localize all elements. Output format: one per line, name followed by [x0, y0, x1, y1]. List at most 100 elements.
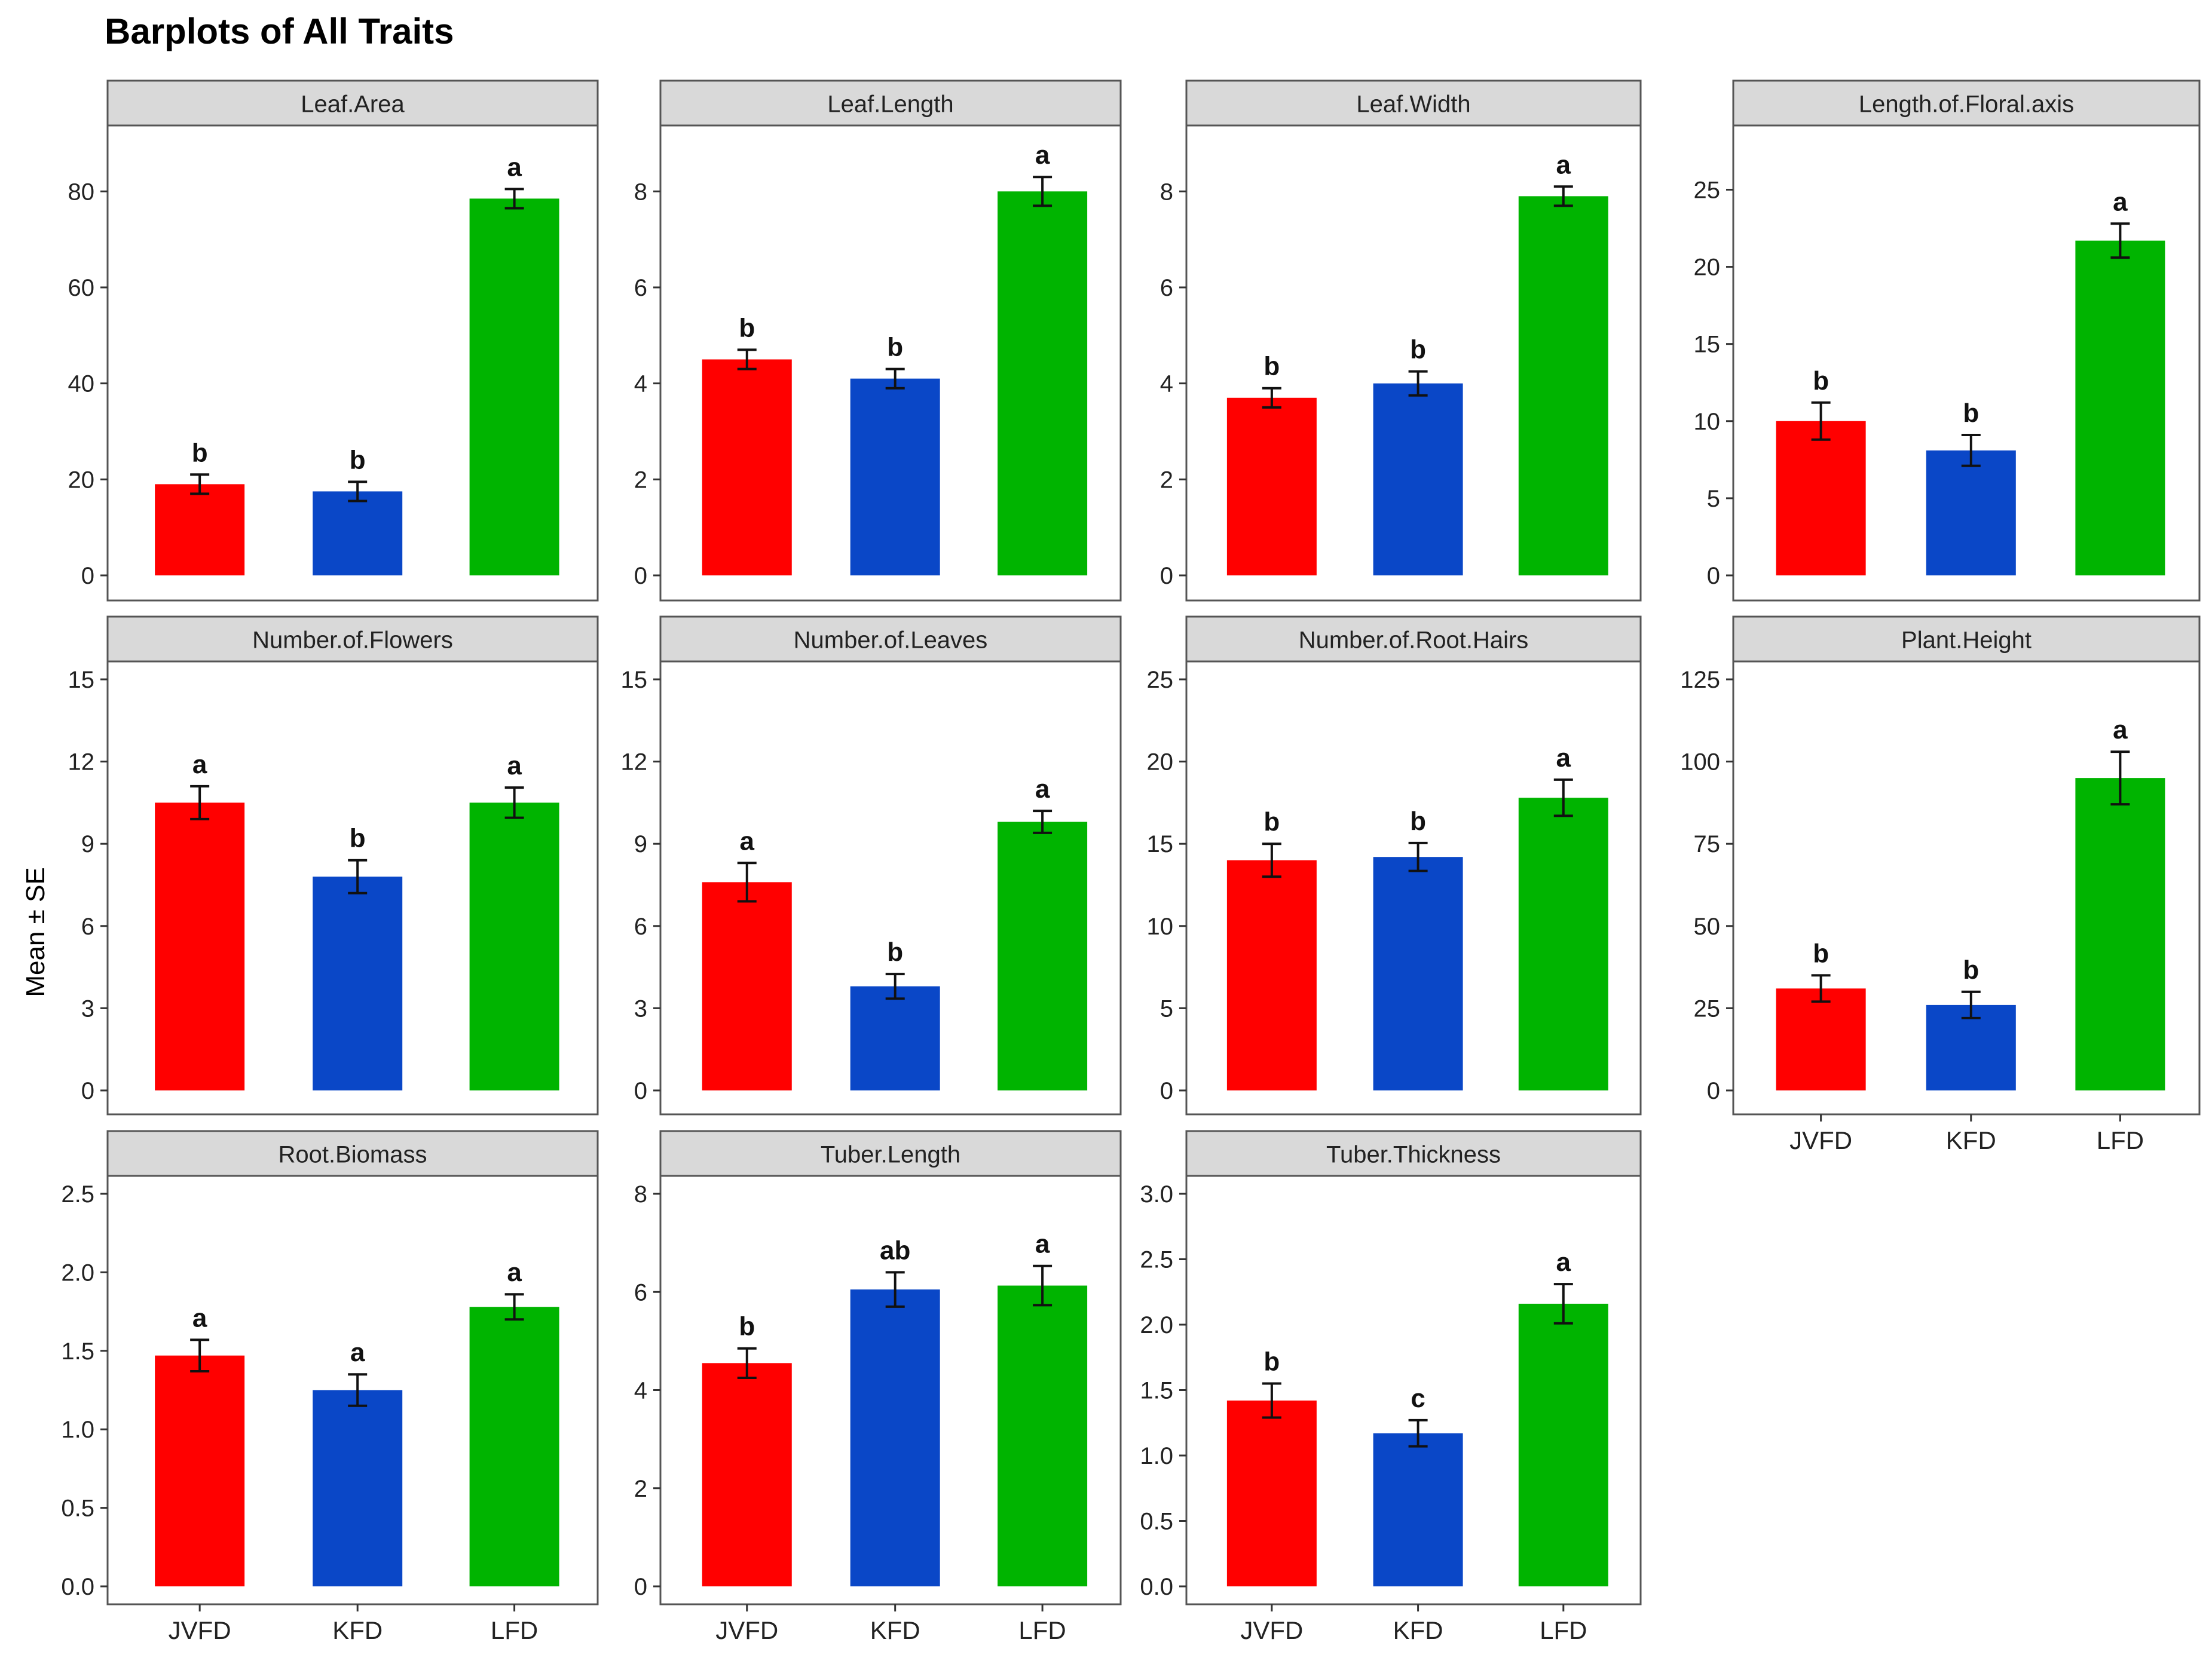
significance-letter: a	[192, 1303, 207, 1332]
bar-lfd	[1518, 1303, 1608, 1586]
panel-leaf-area: Leaf.Area 0 20 40 60 80 b b a	[68, 79, 599, 602]
facet-title: Number.of.Root.Hairs	[1299, 627, 1529, 654]
y-tick-label: 3	[81, 995, 94, 1022]
significance-letter: a	[1035, 140, 1050, 170]
y-tick-label: 0.5	[1140, 1509, 1173, 1535]
facet-title: Leaf.Area	[301, 91, 405, 118]
y-tick-label: 20	[1694, 255, 1721, 281]
bar-jvfd	[155, 802, 245, 1090]
significance-letter: b	[192, 438, 208, 467]
bar-lfd	[998, 191, 1088, 575]
y-tick-label: 8	[1160, 179, 1173, 205]
facet-title: Plant.Height	[1901, 627, 2032, 654]
y-tick-label: 0.5	[61, 1496, 94, 1522]
y-tick-label: 9	[634, 831, 647, 857]
y-tick-label: 2	[634, 1476, 647, 1502]
facet-strip	[1732, 79, 2201, 127]
bar-jvfd	[1226, 397, 1317, 575]
y-tick-label: 60	[68, 275, 95, 301]
x-tick-label: LFD	[1018, 1616, 1066, 1644]
y-tick-label: 25	[1694, 995, 1721, 1022]
y-tick-label: 0	[81, 563, 94, 589]
y-tick-label: 15	[1694, 332, 1721, 358]
facet-title: Length.of.Floral.axis	[1859, 91, 2074, 118]
y-tick-label: 15	[1147, 831, 1174, 857]
y-tick-label: 6	[634, 1279, 647, 1306]
y-tick-label: 0	[634, 563, 647, 589]
y-tick-label: 50	[1694, 914, 1721, 940]
y-tick-label: 5	[1160, 995, 1173, 1022]
y-tick-label: 20	[68, 467, 95, 493]
y-tick-label: 5	[1707, 486, 1720, 512]
bar-lfd	[469, 802, 559, 1090]
y-tick-label: 6	[1160, 275, 1173, 301]
x-tick-label: LFD	[2097, 1126, 2144, 1154]
facet-strip	[1185, 79, 1642, 127]
bar-jvfd	[1776, 988, 1866, 1090]
significance-letter: a	[507, 751, 522, 780]
facet-strip	[106, 1130, 599, 1177]
y-tick-label: 2.0	[61, 1260, 94, 1286]
bar-jvfd	[155, 484, 245, 575]
bar-jvfd	[1226, 860, 1317, 1090]
y-tick-label: 0	[1160, 1078, 1173, 1104]
y-tick-label: 4	[634, 1378, 647, 1404]
significance-letter: a	[1035, 1230, 1050, 1259]
y-tick-label: 12	[621, 749, 648, 776]
facet-strip	[1185, 1130, 1642, 1177]
facet-strip	[106, 79, 599, 127]
significance-letter: b	[1813, 939, 1829, 968]
y-tick-label: 8	[634, 1181, 647, 1208]
facet-strip	[1732, 615, 2201, 663]
bar-lfd	[998, 822, 1088, 1090]
significance-letter: b	[739, 313, 755, 342]
bar-jvfd	[702, 882, 792, 1090]
y-tick-label: 0	[1707, 1078, 1720, 1104]
x-tick-label: KFD	[870, 1616, 920, 1644]
significance-letter: a	[2113, 187, 2128, 216]
x-tick-label: JVFD	[715, 1616, 778, 1644]
y-tick-label: 125	[1680, 667, 1720, 693]
panel-number-of-flowers: Number.of.Flowers 0 3 6 9 12 15 a b a	[68, 615, 599, 1116]
bar-jvfd	[1226, 1401, 1317, 1586]
significance-letter: a	[1556, 150, 1571, 179]
facet-title: Tuber.Length	[821, 1142, 960, 1168]
y-tick-label: 2	[634, 467, 647, 493]
significance-letter: a	[1035, 774, 1050, 804]
significance-letter: b	[887, 333, 903, 362]
panel-number-of-leaves: Number.of.Leaves 0 3 6 9 12 15 a b a	[621, 615, 1122, 1116]
significance-letter: b	[1963, 955, 1979, 985]
bar-lfd	[469, 198, 559, 576]
y-tick-label: 75	[1694, 831, 1721, 857]
x-tick-label: JVFD	[169, 1616, 231, 1644]
panel-length-of-floral-axis: Length.of.Floral.axis 0 5 10 15 20 25 b b a	[1694, 79, 2201, 602]
significance-letter: a	[192, 750, 207, 779]
bar-lfd	[1518, 196, 1608, 575]
y-tick-label: 1.5	[1140, 1378, 1173, 1404]
y-tick-label: 1.0	[61, 1417, 94, 1443]
y-tick-label: 0	[1160, 563, 1173, 589]
x-tick-label: KFD	[1393, 1616, 1443, 1644]
significance-letter: a	[1556, 743, 1571, 773]
panel-root-biomass: Root.Biomass 0.0 0.5 1.0 1.5 2.0 2.5 a a a JVFD KFD…	[61, 1130, 599, 1644]
bar-lfd	[2075, 240, 2165, 575]
y-tick-label: 0	[634, 1078, 647, 1104]
y-tick-label: 0.0	[61, 1574, 94, 1600]
panel-tuber-length: Tuber.Length 0 2 4 6 8 b ab a JVFD KFD LFD	[634, 1130, 1122, 1644]
y-tick-label: 15	[68, 667, 95, 693]
y-axis-label: Mean ± SE	[21, 867, 50, 997]
bar-kfd	[313, 877, 403, 1090]
panel-number-of-root-hairs: Number.of.Root.Hairs 0 5 10 15 20 25 b b a	[1147, 615, 1642, 1116]
significance-letter: b	[350, 824, 366, 853]
facet-title: Root.Biomass	[279, 1142, 427, 1168]
y-tick-label: 2.5	[61, 1181, 94, 1208]
facet-title: Number.of.Flowers	[252, 627, 453, 654]
significance-letter: c	[1411, 1384, 1425, 1413]
y-tick-label: 25	[1694, 177, 1721, 203]
y-tick-label: 12	[68, 749, 95, 776]
significance-letter: a	[507, 1258, 522, 1287]
panel-leaf-length: Leaf.Length 0 2 4 6 8 b b a	[634, 79, 1122, 602]
facet-strip	[659, 79, 1122, 127]
